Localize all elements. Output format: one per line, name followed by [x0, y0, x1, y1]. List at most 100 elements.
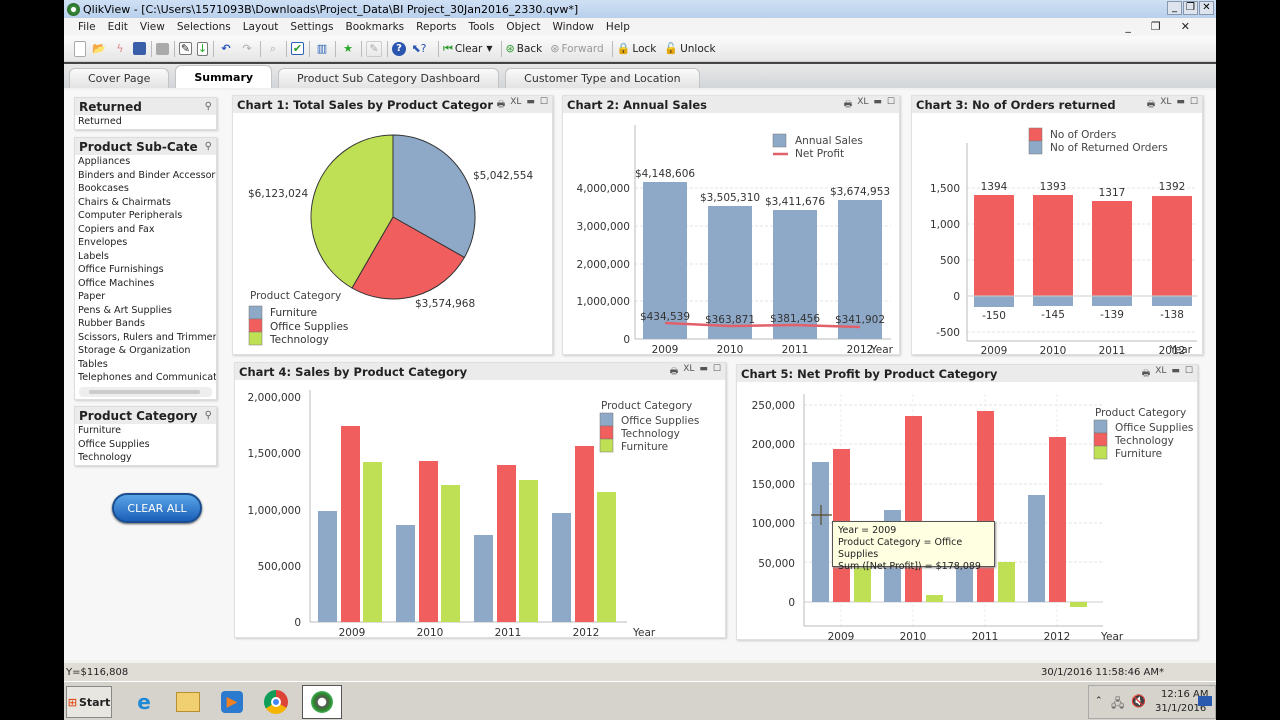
unlock-button[interactable]: 🔓 Unlock [664, 42, 716, 55]
maximize-icon[interactable]: ☐ [1184, 365, 1193, 376]
bar[interactable] [1070, 602, 1087, 607]
menu-layout[interactable]: Layout [242, 21, 279, 33]
volume-muted-icon[interactable]: 🔇 [1131, 694, 1146, 708]
tab-cover-page[interactable]: Cover Page [69, 68, 170, 88]
bar[interactable] [519, 480, 538, 622]
menu-settings[interactable]: Settings [290, 21, 334, 33]
list-item[interactable]: Returned [78, 116, 122, 127]
search-icon[interactable]: ⚲ [204, 141, 212, 152]
menu-object[interactable]: Object [506, 21, 541, 33]
list-item[interactable]: Pens & Art Supplies [78, 304, 172, 316]
send-to-excel-icon[interactable]: XL [857, 96, 869, 107]
bar[interactable] [363, 462, 382, 622]
help-icon[interactable]: ? [392, 41, 406, 56]
grouped-bar-chart[interactable]: 0 50,000 100,000 150,000 200,000 250,000 [737, 382, 1199, 643]
bar[interactable] [974, 296, 1014, 307]
bar[interactable] [575, 446, 594, 622]
maximize-icon[interactable]: ☐ [1189, 96, 1198, 107]
list-item[interactable]: Paper [78, 291, 106, 302]
network-icon[interactable]: 🖧 [1111, 696, 1125, 710]
print-icon[interactable]: 🖶 [1141, 368, 1151, 379]
new-chart-icon[interactable]: ▥ [316, 42, 328, 55]
show-desktop-icon[interactable] [1198, 696, 1212, 706]
minimize-icon[interactable]: ▬ [873, 96, 882, 107]
print-icon[interactable] [156, 42, 169, 55]
list-item[interactable]: Chairs & Chairmats [78, 196, 171, 208]
send-to-excel-icon[interactable]: XL [1160, 96, 1172, 107]
bar[interactable] [597, 492, 616, 622]
bar[interactable] [905, 416, 922, 602]
minimize-button[interactable]: _ [1167, 1, 1182, 15]
bar[interactable] [708, 206, 752, 339]
internet-explorer-icon[interactable]: e [137, 690, 151, 714]
menu-window[interactable]: Window [552, 21, 594, 33]
bar[interactable] [838, 200, 882, 339]
send-to-excel-icon[interactable]: XL [1155, 365, 1167, 376]
minimize-icon[interactable]: ▬ [1171, 365, 1180, 376]
reload-data-icon[interactable]: ↓ [197, 41, 208, 56]
tab-product-sub-category-dashboard[interactable]: Product Sub Category Dashboard [278, 68, 500, 88]
pie-chart[interactable]: $5,042,554 $3,574,968 $6,123,024 Product… [233, 113, 554, 355]
print-icon[interactable]: 🖶 [843, 99, 853, 110]
clear-all-button[interactable]: CLEAR ALL [112, 493, 202, 523]
chrome-icon[interactable] [260, 686, 292, 718]
media-player-icon[interactable]: ▶ [216, 686, 248, 718]
legend-item[interactable]: No of Returned Orders [1050, 142, 1168, 154]
list-item[interactable]: Telephones and Communication [78, 372, 216, 383]
bar[interactable] [977, 411, 994, 602]
search-icon[interactable]: ⚲ [204, 410, 212, 421]
bookmark-icon[interactable]: ★ [343, 42, 353, 55]
bar[interactable] [341, 426, 360, 622]
minimize-icon[interactable]: ▬ [699, 363, 708, 374]
legend-item[interactable]: No of Orders [1050, 129, 1116, 141]
tab-customer-type-and-location[interactable]: Customer Type and Location [505, 68, 700, 88]
list-item[interactable]: Rubber Bands [78, 318, 146, 329]
legend-item[interactable]: Office Supplies [1115, 422, 1193, 434]
clear-button[interactable]: ⏮ Clear ▼ [443, 41, 493, 55]
minimize-icon[interactable]: ▬ [1176, 96, 1185, 107]
redo-icon[interactable]: ↷ [242, 42, 252, 55]
doc-minimize-button[interactable]: _ [1125, 20, 1131, 33]
stacked-bar-chart[interactable]: -500 0 500 1,000 1,500 1394 1393 [912, 113, 1204, 357]
bar[interactable] [396, 525, 415, 622]
qlikview-icon[interactable] [302, 685, 342, 719]
clock-time[interactable]: 12:16 AM [1161, 689, 1209, 700]
menu-selections[interactable]: Selections [176, 21, 231, 33]
legend-item[interactable]: Net Profit [795, 148, 844, 160]
close-button[interactable]: ✕ [1199, 1, 1214, 15]
list-item[interactable]: Binders and Binder Accessories [78, 169, 216, 181]
whats-this-icon[interactable]: ⬉? [411, 42, 427, 55]
send-to-excel-icon[interactable]: XL [683, 363, 695, 374]
send-to-excel-icon[interactable]: XL [510, 96, 522, 107]
minimize-icon[interactable]: ▬ [526, 96, 535, 107]
bar[interactable] [1092, 296, 1132, 306]
menu-bookmarks[interactable]: Bookmarks [345, 21, 405, 33]
grouped-bar-chart[interactable]: 0 500,000 1,000,000 1,500,000 2,000,000 [235, 380, 727, 639]
menu-file[interactable]: File [78, 21, 96, 33]
start-button[interactable]: ⊞ Start [66, 686, 112, 718]
maximize-icon[interactable]: ☐ [539, 96, 548, 107]
menu-view[interactable]: View [139, 21, 165, 33]
legend-item[interactable]: Technology [1114, 435, 1174, 447]
list-item[interactable]: Office Furnishings [78, 264, 164, 275]
list-item[interactable]: Office Supplies [78, 438, 150, 450]
edit-script-icon[interactable]: ✎ [179, 42, 192, 55]
show-hidden-icons-icon[interactable]: ⌃ [1095, 696, 1103, 706]
bar[interactable] [998, 562, 1015, 602]
bar[interactable] [497, 465, 516, 622]
restore-button[interactable]: ❐ [1183, 1, 1198, 15]
new-icon[interactable] [74, 40, 86, 57]
list-item[interactable]: Appliances [78, 156, 131, 167]
doc-restore-button[interactable]: ❐ [1150, 20, 1161, 33]
bar[interactable] [474, 535, 493, 622]
tab-summary[interactable]: Summary [175, 65, 273, 88]
net-profit-line[interactable] [664, 321, 861, 329]
search-icon[interactable]: ⌕ [269, 41, 277, 55]
maximize-icon[interactable]: ☐ [712, 363, 721, 374]
list-item[interactable]: Labels [78, 250, 109, 262]
search-icon[interactable]: ⚲ [204, 101, 212, 112]
bar[interactable] [643, 182, 687, 339]
open-icon[interactable]: 📂 [92, 42, 106, 55]
bar[interactable] [1033, 195, 1073, 296]
list-item[interactable]: Copiers and Fax [78, 223, 155, 235]
